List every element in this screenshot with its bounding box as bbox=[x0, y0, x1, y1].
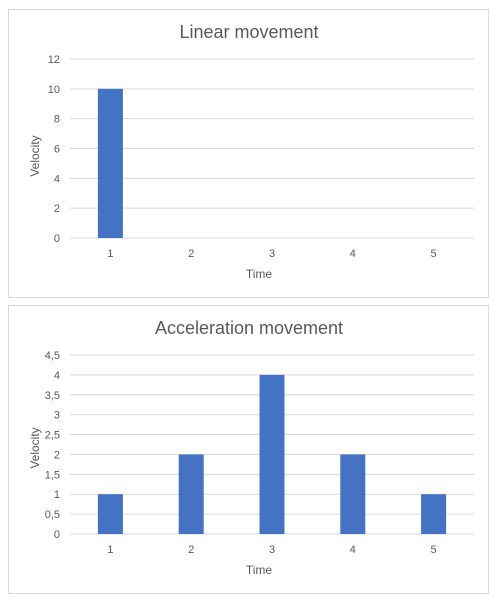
acceleration-movement-chart: Acceleration movement 0 0,5 1 1,5 2 2,5 3 3,5 4 4… bbox=[8, 305, 489, 594]
y-tick-labels: 0 0,5 1 1,5 2 2,5 3 3,5 4 4,5 bbox=[45, 350, 60, 541]
chart-title: Acceleration movement bbox=[155, 318, 343, 338]
y-tick-label: 4 bbox=[54, 173, 60, 185]
bar bbox=[97, 494, 123, 534]
bar bbox=[97, 88, 123, 238]
x-tick-label: 4 bbox=[350, 544, 356, 556]
y-tick-label: 10 bbox=[48, 84, 60, 96]
y-tick-labels: 0 2 4 6 8 10 12 bbox=[48, 54, 60, 245]
y-tick-label: 6 bbox=[54, 144, 60, 156]
y-tick-label: 1,5 bbox=[45, 469, 60, 481]
chart-title: Linear movement bbox=[179, 22, 318, 42]
bars bbox=[97, 374, 447, 534]
x-tick-label: 5 bbox=[431, 544, 437, 556]
x-tick-label: 2 bbox=[188, 544, 194, 556]
x-tick-labels: 1 2 3 4 5 bbox=[107, 544, 436, 556]
x-tick-label: 5 bbox=[431, 248, 437, 260]
x-tick-label: 1 bbox=[107, 248, 113, 260]
y-tick-label: 1 bbox=[54, 489, 60, 501]
x-tick-label: 3 bbox=[269, 544, 275, 556]
y-tick-label: 3 bbox=[54, 410, 60, 422]
y-tick-label: 0 bbox=[54, 529, 60, 541]
y-tick-label: 4,5 bbox=[45, 350, 60, 362]
x-tick-label: 1 bbox=[107, 544, 113, 556]
bar bbox=[340, 454, 366, 534]
x-axis-label: Time bbox=[246, 267, 273, 281]
y-tick-label: 4 bbox=[54, 370, 60, 382]
x-tick-label: 4 bbox=[350, 248, 356, 260]
bar bbox=[259, 374, 285, 534]
y-tick-label: 2 bbox=[54, 449, 60, 461]
bars bbox=[97, 88, 123, 238]
gridlines bbox=[70, 58, 474, 239]
acceleration-movement-plot: Acceleration movement 0 0,5 1 1,5 2 2,5 3 3,5 4 4… bbox=[28, 318, 474, 577]
x-tick-label: 3 bbox=[269, 248, 275, 260]
y-tick-label: 12 bbox=[48, 54, 60, 66]
y-tick-label: 3,5 bbox=[45, 390, 60, 402]
x-axis-label: Time bbox=[246, 563, 273, 577]
x-tick-label: 2 bbox=[188, 248, 194, 260]
y-axis-label: Velocity bbox=[28, 135, 42, 176]
x-tick-labels: 1 2 3 4 5 bbox=[107, 248, 436, 260]
bar bbox=[178, 454, 204, 534]
y-tick-label: 2,5 bbox=[45, 430, 60, 442]
y-axis-label: Velocity bbox=[28, 427, 42, 468]
bar bbox=[421, 494, 447, 534]
y-tick-label: 2 bbox=[54, 203, 60, 215]
y-tick-label: 8 bbox=[54, 114, 60, 126]
y-tick-label: 0 bbox=[54, 233, 60, 245]
y-tick-label: 0,5 bbox=[45, 509, 60, 521]
